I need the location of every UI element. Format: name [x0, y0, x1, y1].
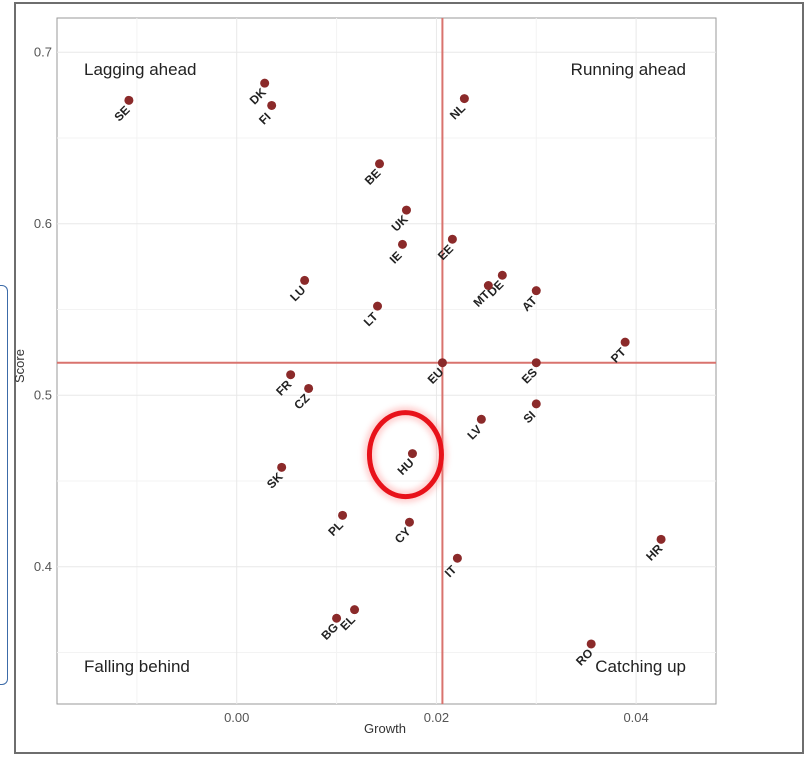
- point-marker: [531, 358, 541, 368]
- point-marker: [531, 286, 541, 296]
- point-marker: [350, 605, 360, 615]
- point-marker: [447, 234, 457, 244]
- highlight-marker: [363, 406, 448, 503]
- point-marker: [277, 462, 287, 472]
- side-panel-edge: [0, 285, 8, 685]
- quadrant-label-running-ahead: Running ahead: [571, 60, 686, 79]
- point-marker: [620, 337, 630, 347]
- y-tick-label: 0.6: [34, 216, 52, 231]
- point-marker: [497, 270, 507, 280]
- point-marker: [476, 414, 486, 424]
- point-marker: [300, 275, 310, 285]
- point-marker: [531, 399, 541, 409]
- y-tick-label: 0.4: [34, 559, 52, 574]
- point-marker: [407, 449, 417, 459]
- quadrant-labels: Lagging ahead Running ahead Falling behi…: [84, 60, 686, 676]
- x-tick-label: 0.00: [224, 710, 249, 725]
- point-marker: [459, 94, 469, 104]
- point-marker: [375, 159, 385, 169]
- point-marker: [401, 205, 411, 215]
- y-tick-label: 0.5: [34, 387, 52, 402]
- plot-panel: [56, 17, 717, 705]
- point-marker: [586, 639, 596, 649]
- point-marker: [338, 510, 348, 520]
- quadrant-label-falling-behind: Falling behind: [84, 657, 190, 676]
- grid-lines: [57, 18, 716, 704]
- y-axis-title: Score: [12, 349, 27, 383]
- point-marker: [452, 553, 462, 563]
- point-marker: [267, 100, 277, 110]
- point-marker: [286, 370, 296, 380]
- highlight-ellipse: [366, 410, 444, 500]
- point-marker: [404, 517, 414, 527]
- quadrant-label-lagging-ahead: Lagging ahead: [84, 60, 197, 79]
- x-axis-title: Growth: [364, 721, 406, 736]
- point-marker: [437, 358, 447, 368]
- point-marker: [304, 383, 314, 393]
- quadrant-label-catching-up: Catching up: [595, 657, 686, 676]
- y-tick-label: 0.7: [34, 44, 52, 59]
- point-marker: [373, 301, 383, 311]
- point-marker: [124, 95, 134, 105]
- point-marker: [260, 78, 270, 88]
- x-tick-label: 0.04: [623, 710, 648, 725]
- tick-labels: 0.00 0.02 0.04 0.4 0.5 0.6 0.7: [34, 44, 649, 725]
- x-tick-label: 0.02: [424, 710, 449, 725]
- point-marker: [483, 281, 493, 291]
- point-marker: [332, 613, 342, 623]
- point-marker: [397, 239, 407, 249]
- point-marker: [656, 534, 666, 544]
